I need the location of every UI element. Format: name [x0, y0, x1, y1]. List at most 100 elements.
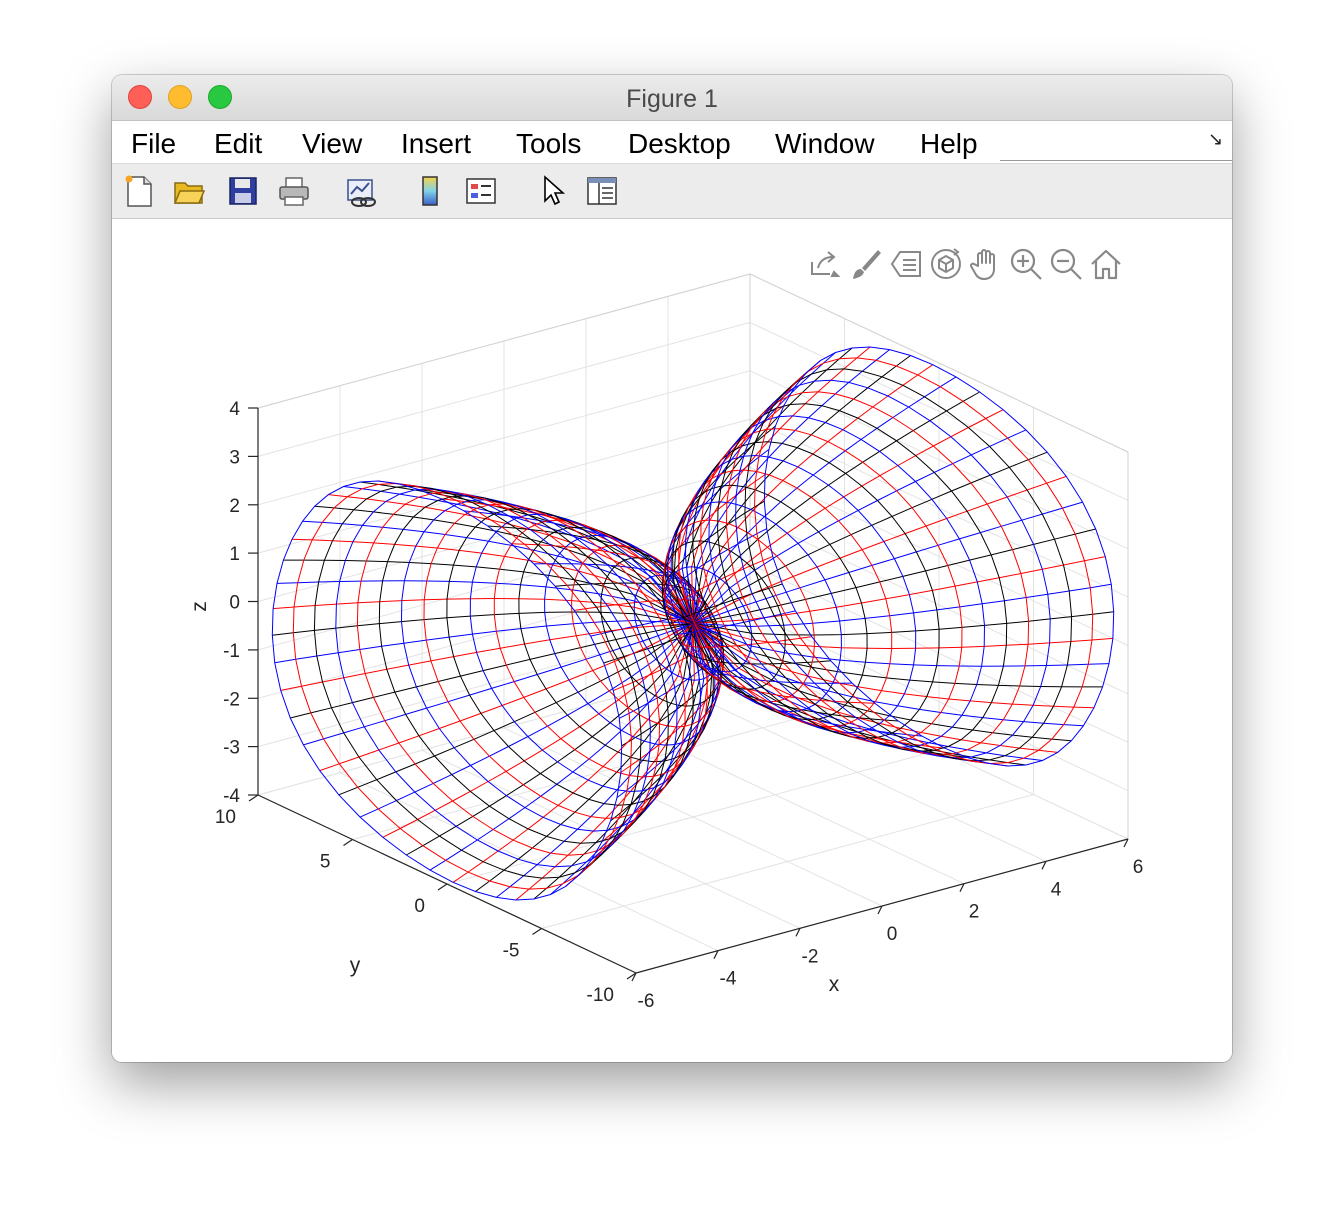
- x-tick-label: 0: [887, 924, 898, 945]
- home-icon[interactable]: [1088, 246, 1124, 282]
- z-tick-label: 1: [229, 544, 240, 565]
- mesh-ring: [378, 495, 669, 844]
- dock-arrow-icon[interactable]: ↘: [1208, 129, 1224, 149]
- menu-desktop[interactable]: Desktop: [628, 128, 731, 159]
- y-tick: [343, 839, 353, 846]
- new-figure-icon[interactable]: [122, 174, 156, 208]
- x-tick: [1041, 861, 1047, 870]
- legend-icon[interactable]: [464, 174, 498, 208]
- mesh-ring: [685, 454, 917, 734]
- menu-window[interactable]: Window: [775, 128, 875, 159]
- mesh-line: [338, 623, 694, 796]
- mesh-line: [328, 494, 694, 624]
- mesh-ring: [692, 441, 940, 739]
- datatip-icon[interactable]: [888, 246, 924, 282]
- colorbar-icon[interactable]: [414, 174, 448, 208]
- mesh-ring: [633, 574, 722, 681]
- mesh-ring: [335, 488, 651, 868]
- surface-mesh: [271, 346, 1115, 901]
- menu-divider: [1000, 160, 1232, 161]
- figure-toolbar: [112, 164, 1232, 219]
- mesh-ring: [400, 499, 678, 832]
- x-tick-label: -2: [802, 946, 819, 967]
- mesh-line: [692, 451, 1048, 624]
- x-tick-label: 6: [1133, 857, 1144, 878]
- menu-insert[interactable]: Insert: [401, 128, 472, 159]
- x-tick: [795, 928, 801, 937]
- property-inspector-icon[interactable]: [585, 174, 619, 208]
- title-bar: Figure 1: [112, 75, 1232, 121]
- grid-line: [749, 612, 1129, 792]
- x-tick-label: -6: [638, 991, 655, 1012]
- minimize-button[interactable]: [168, 85, 192, 109]
- x-tick-label: 4: [1051, 879, 1062, 900]
- y-tick-label: 0: [414, 896, 425, 917]
- x-tick-label: -4: [720, 969, 737, 990]
- mesh-ring: [356, 491, 661, 856]
- grid-line: [749, 321, 1129, 501]
- y-axis-label: y: [350, 954, 361, 977]
- z-tick-label: 3: [229, 447, 240, 468]
- grid-line: [749, 467, 1129, 646]
- surface-1: [271, 480, 725, 901]
- mesh-ring: [744, 368, 1073, 762]
- open-file-icon[interactable]: [172, 174, 206, 208]
- grid-line: [749, 515, 1129, 695]
- mesh-ring: [735, 379, 1051, 759]
- x-tick-label: 2: [969, 902, 980, 923]
- menu-tools[interactable]: Tools: [516, 128, 582, 159]
- y-tick: [248, 794, 259, 802]
- menu-bar: File Edit View Insert Tools Desktop Wind…: [112, 121, 1232, 164]
- pan-icon[interactable]: [968, 246, 1004, 282]
- y-tick-label: -10: [587, 985, 614, 1006]
- menu-view[interactable]: View: [302, 128, 363, 159]
- menu-edit[interactable]: Edit: [214, 128, 263, 159]
- y-tick-label: 10: [215, 807, 236, 828]
- mesh-ring: [717, 403, 1008, 752]
- save-icon[interactable]: [226, 174, 260, 208]
- box-edge: [257, 273, 751, 409]
- menu-help[interactable]: Help: [920, 128, 978, 159]
- mesh-ring: [423, 503, 686, 819]
- link-plot-icon[interactable]: [344, 174, 378, 208]
- plot-area: -6 -4 -2 0 2 4 6 -10 -5 0 5 10 -4 -3 -2 -1 0 1 2 3 4 x y z: [112, 219, 1232, 1062]
- x-tick: [877, 905, 883, 915]
- mesh-line: [692, 623, 1058, 753]
- close-button[interactable]: [128, 85, 152, 109]
- mesh-ring: [700, 428, 963, 744]
- rotate-3d-icon[interactable]: [928, 246, 964, 282]
- zoom-out-icon[interactable]: [1048, 246, 1084, 282]
- grid-line: [749, 370, 1129, 550]
- export-icon[interactable]: [806, 246, 842, 282]
- x-tick: [959, 883, 965, 892]
- menu-file[interactable]: File: [131, 128, 177, 159]
- grid-line: [257, 418, 751, 554]
- print-icon[interactable]: [277, 174, 311, 208]
- grid-line: [446, 749, 940, 885]
- z-tick-label: -4: [223, 786, 240, 807]
- x-tick: [713, 950, 719, 959]
- mesh-ring: [725, 391, 1030, 756]
- pointer-icon[interactable]: [536, 174, 570, 208]
- x-axis-label: x: [829, 973, 840, 996]
- grid-line: [749, 563, 1129, 743]
- mesh-line: [280, 623, 694, 691]
- zoom-in-icon[interactable]: [1008, 246, 1044, 282]
- zoom-button[interactable]: [208, 85, 232, 109]
- y-tick: [532, 928, 542, 935]
- axis-lines: [248, 407, 1129, 982]
- mesh-ring: [313, 485, 642, 879]
- z-tick-label: 4: [229, 399, 240, 420]
- z-tick-label: 2: [229, 496, 240, 517]
- x-tick: [631, 972, 637, 982]
- y-tick: [626, 972, 637, 980]
- figure-window: Figure 1 File Edit View Insert Tools Des…: [112, 75, 1232, 1062]
- mesh-line: [452, 623, 694, 883]
- grid-line: [257, 321, 751, 457]
- y-tick-label: 5: [320, 852, 331, 873]
- brush-icon[interactable]: [848, 246, 884, 282]
- grid-line: [257, 370, 751, 506]
- grid-line: [257, 660, 751, 796]
